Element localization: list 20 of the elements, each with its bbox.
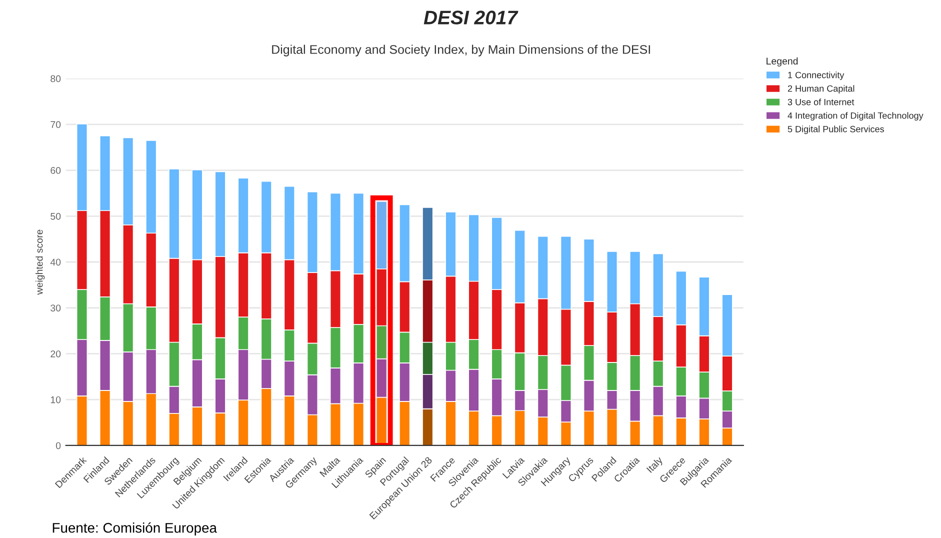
y-tick-label: 20 [50,350,61,358]
x-tick-label: Italy [646,456,665,474]
y-tick-label: 0 [56,442,61,450]
legend-title: Legend [766,57,798,66]
legend-label: 5 Digital Public Services [788,126,884,134]
y-axis-title: weighted score [36,230,45,295]
legend-label: 3 Use of Internet [788,98,854,106]
y-tick-label: 60 [50,167,61,174]
y-tick-label: 40 [50,258,61,266]
y-tick-label: 80 [50,75,61,82]
y-tick-label: 30 [50,304,61,312]
y-tick-label: 10 [50,396,61,404]
y-tick-label: 50 [50,212,61,220]
source-note: Fuente: Comisión Europea [52,522,217,536]
chart-subtitle: Digital Economy and Society Index, by Main Dimensions of the DESI [272,44,650,56]
chart-title: DESI 2017 [424,10,518,24]
y-tick-label: 70 [50,121,61,128]
legend-label: 1 Connectivity [788,72,844,80]
legend-label: 4 Integration of Digital Technology [788,112,924,121]
legend-label: 2 Human Capital [788,85,854,94]
